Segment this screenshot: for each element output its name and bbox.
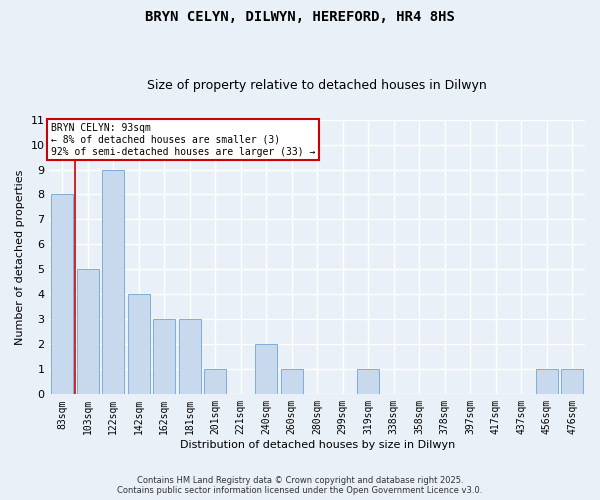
Bar xyxy=(128,294,149,394)
Text: BRYN CELYN, DILWYN, HEREFORD, HR4 8HS: BRYN CELYN, DILWYN, HEREFORD, HR4 8HS xyxy=(145,10,455,24)
Y-axis label: Number of detached properties: Number of detached properties xyxy=(15,170,25,344)
X-axis label: Distribution of detached houses by size in Dilwyn: Distribution of detached houses by size … xyxy=(179,440,455,450)
Bar xyxy=(154,320,175,394)
Bar xyxy=(52,194,73,394)
Text: BRYN CELYN: 93sqm
← 8% of detached houses are smaller (3)
92% of semi-detached h: BRYN CELYN: 93sqm ← 8% of detached house… xyxy=(50,124,315,156)
Bar xyxy=(77,270,98,394)
Bar xyxy=(179,320,200,394)
Bar xyxy=(205,370,226,394)
Bar xyxy=(103,170,124,394)
Text: Contains HM Land Registry data © Crown copyright and database right 2025.
Contai: Contains HM Land Registry data © Crown c… xyxy=(118,476,482,495)
Bar xyxy=(536,370,557,394)
Title: Size of property relative to detached houses in Dilwyn: Size of property relative to detached ho… xyxy=(148,79,487,92)
Bar xyxy=(281,370,302,394)
Bar xyxy=(358,370,379,394)
Bar xyxy=(562,370,583,394)
Bar xyxy=(256,344,277,395)
